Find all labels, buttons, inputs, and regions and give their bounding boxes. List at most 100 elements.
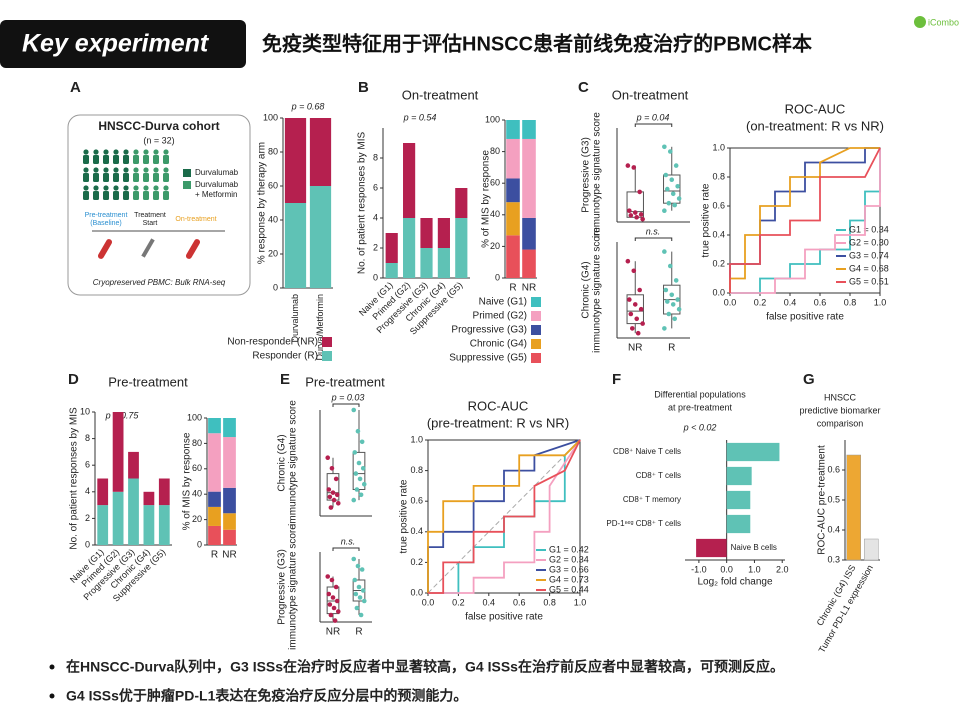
point [329,466,335,471]
x-tick-label: 1.0 [748,564,761,574]
point [351,497,357,503]
y-tick-label: 0 [273,282,278,292]
x-tick-label: 0.8 [543,597,556,607]
y-axis-label: No. of patient responses by MIS [69,407,80,550]
bar-segment [128,451,139,479]
person-icon [163,173,169,182]
point [351,556,357,562]
cohort-n: (n = 32) [143,135,174,145]
point [356,584,362,590]
person-icon [143,173,149,182]
bar-segment [143,505,155,545]
bullet: G4 ISSs优于肿瘤PD-L1表达在免疫治疗反应分层中的预测能力。 [66,688,467,704]
chart-title: predictive biomarker [799,405,880,415]
chart-title: comparison [817,418,864,428]
point [361,481,367,487]
bar-segment [522,120,536,139]
y-tick-label: 60 [192,463,202,473]
y-tick-label: 40 [268,214,278,224]
chart-title: On-treatment [402,87,479,102]
point [332,618,338,623]
x-tick-label: R [355,627,362,638]
x-tick-label: 2.0 [776,564,789,574]
person-icon [93,185,99,191]
x-tick-label: NR [628,343,642,354]
point [663,287,669,293]
person-icon [103,173,109,182]
y-tick-label: 2 [373,242,378,252]
timepoint: Start [143,220,158,227]
legend-label: + Metformin [195,190,237,199]
y-axis-label: immunotype signature score [592,227,603,353]
legend-swatch [183,169,191,177]
point [359,567,365,572]
y-tick-label: 1.0 [712,142,725,152]
bar-segment [284,118,307,203]
person-icon [93,167,99,173]
x-tick-label: NR [222,550,236,561]
bar-segment [403,143,416,218]
point [356,460,362,466]
y-axis-label: % of MIS by response [481,150,492,248]
x-tick-label: 0.8 [844,297,857,307]
y-tick-label: Naive B cells [731,543,777,552]
y-tick-label: 1.0 [410,434,423,444]
legend-label: G1 = 0.42 [549,544,589,554]
bar-segment [223,418,236,438]
point [640,321,645,326]
point [670,302,676,307]
point [635,330,641,336]
person-icon [83,185,89,191]
panel-letter: F [612,371,621,388]
y-axis-label: No. of patient responses by MIS [357,132,368,275]
y-tick-label: 0.4 [410,526,423,536]
bracket [332,547,360,551]
bar-segment [385,263,398,278]
bar-segment [420,218,433,248]
cohort-box [67,114,251,296]
person-icon [123,167,129,173]
point [662,144,667,150]
legend-swatch [531,311,541,321]
x-tick-label: 0.0 [720,564,733,574]
legend-label: G4 = 0.73 [549,574,589,584]
bar-segment [284,203,307,288]
chart-title: Differential populations [654,389,746,399]
person-icon [153,191,159,200]
tube-icon [98,239,113,259]
roc-curve [427,439,581,593]
point [359,439,365,445]
point [360,466,366,471]
person-icon [133,173,139,182]
person-icon [123,155,129,164]
chart-title: HNSCC [824,392,857,402]
legend-swatch [531,353,541,363]
y-tick-label: 0.6 [712,200,725,210]
point [627,208,632,214]
point [358,492,364,498]
panel-letter: A [70,79,81,96]
y-tick-label: 0 [197,539,202,549]
chart-title: Pre-treatment [305,374,385,389]
annotation: p = 0.68 [291,101,325,111]
bar-segment [522,217,536,250]
point [357,476,363,482]
point [669,177,675,182]
point [625,258,631,264]
legend-swatch [322,351,332,361]
roc-curve [729,147,880,293]
x-axis-label: false positive rate [465,612,543,623]
person-icon [153,167,159,173]
point [676,306,682,312]
bar-segment [506,120,520,139]
y-tick-label: 100 [485,114,500,124]
y-tick-label: 0 [85,539,90,549]
y-tick-label: 100 [187,412,202,422]
legend-label: Suppressive (G5) [449,353,527,364]
legend-label: Chronic (G4) [470,339,527,350]
legend-label: G2 = 0.30 [849,237,889,247]
bar-segment [437,218,450,248]
bullet-dot [49,693,55,699]
bar [696,538,727,558]
